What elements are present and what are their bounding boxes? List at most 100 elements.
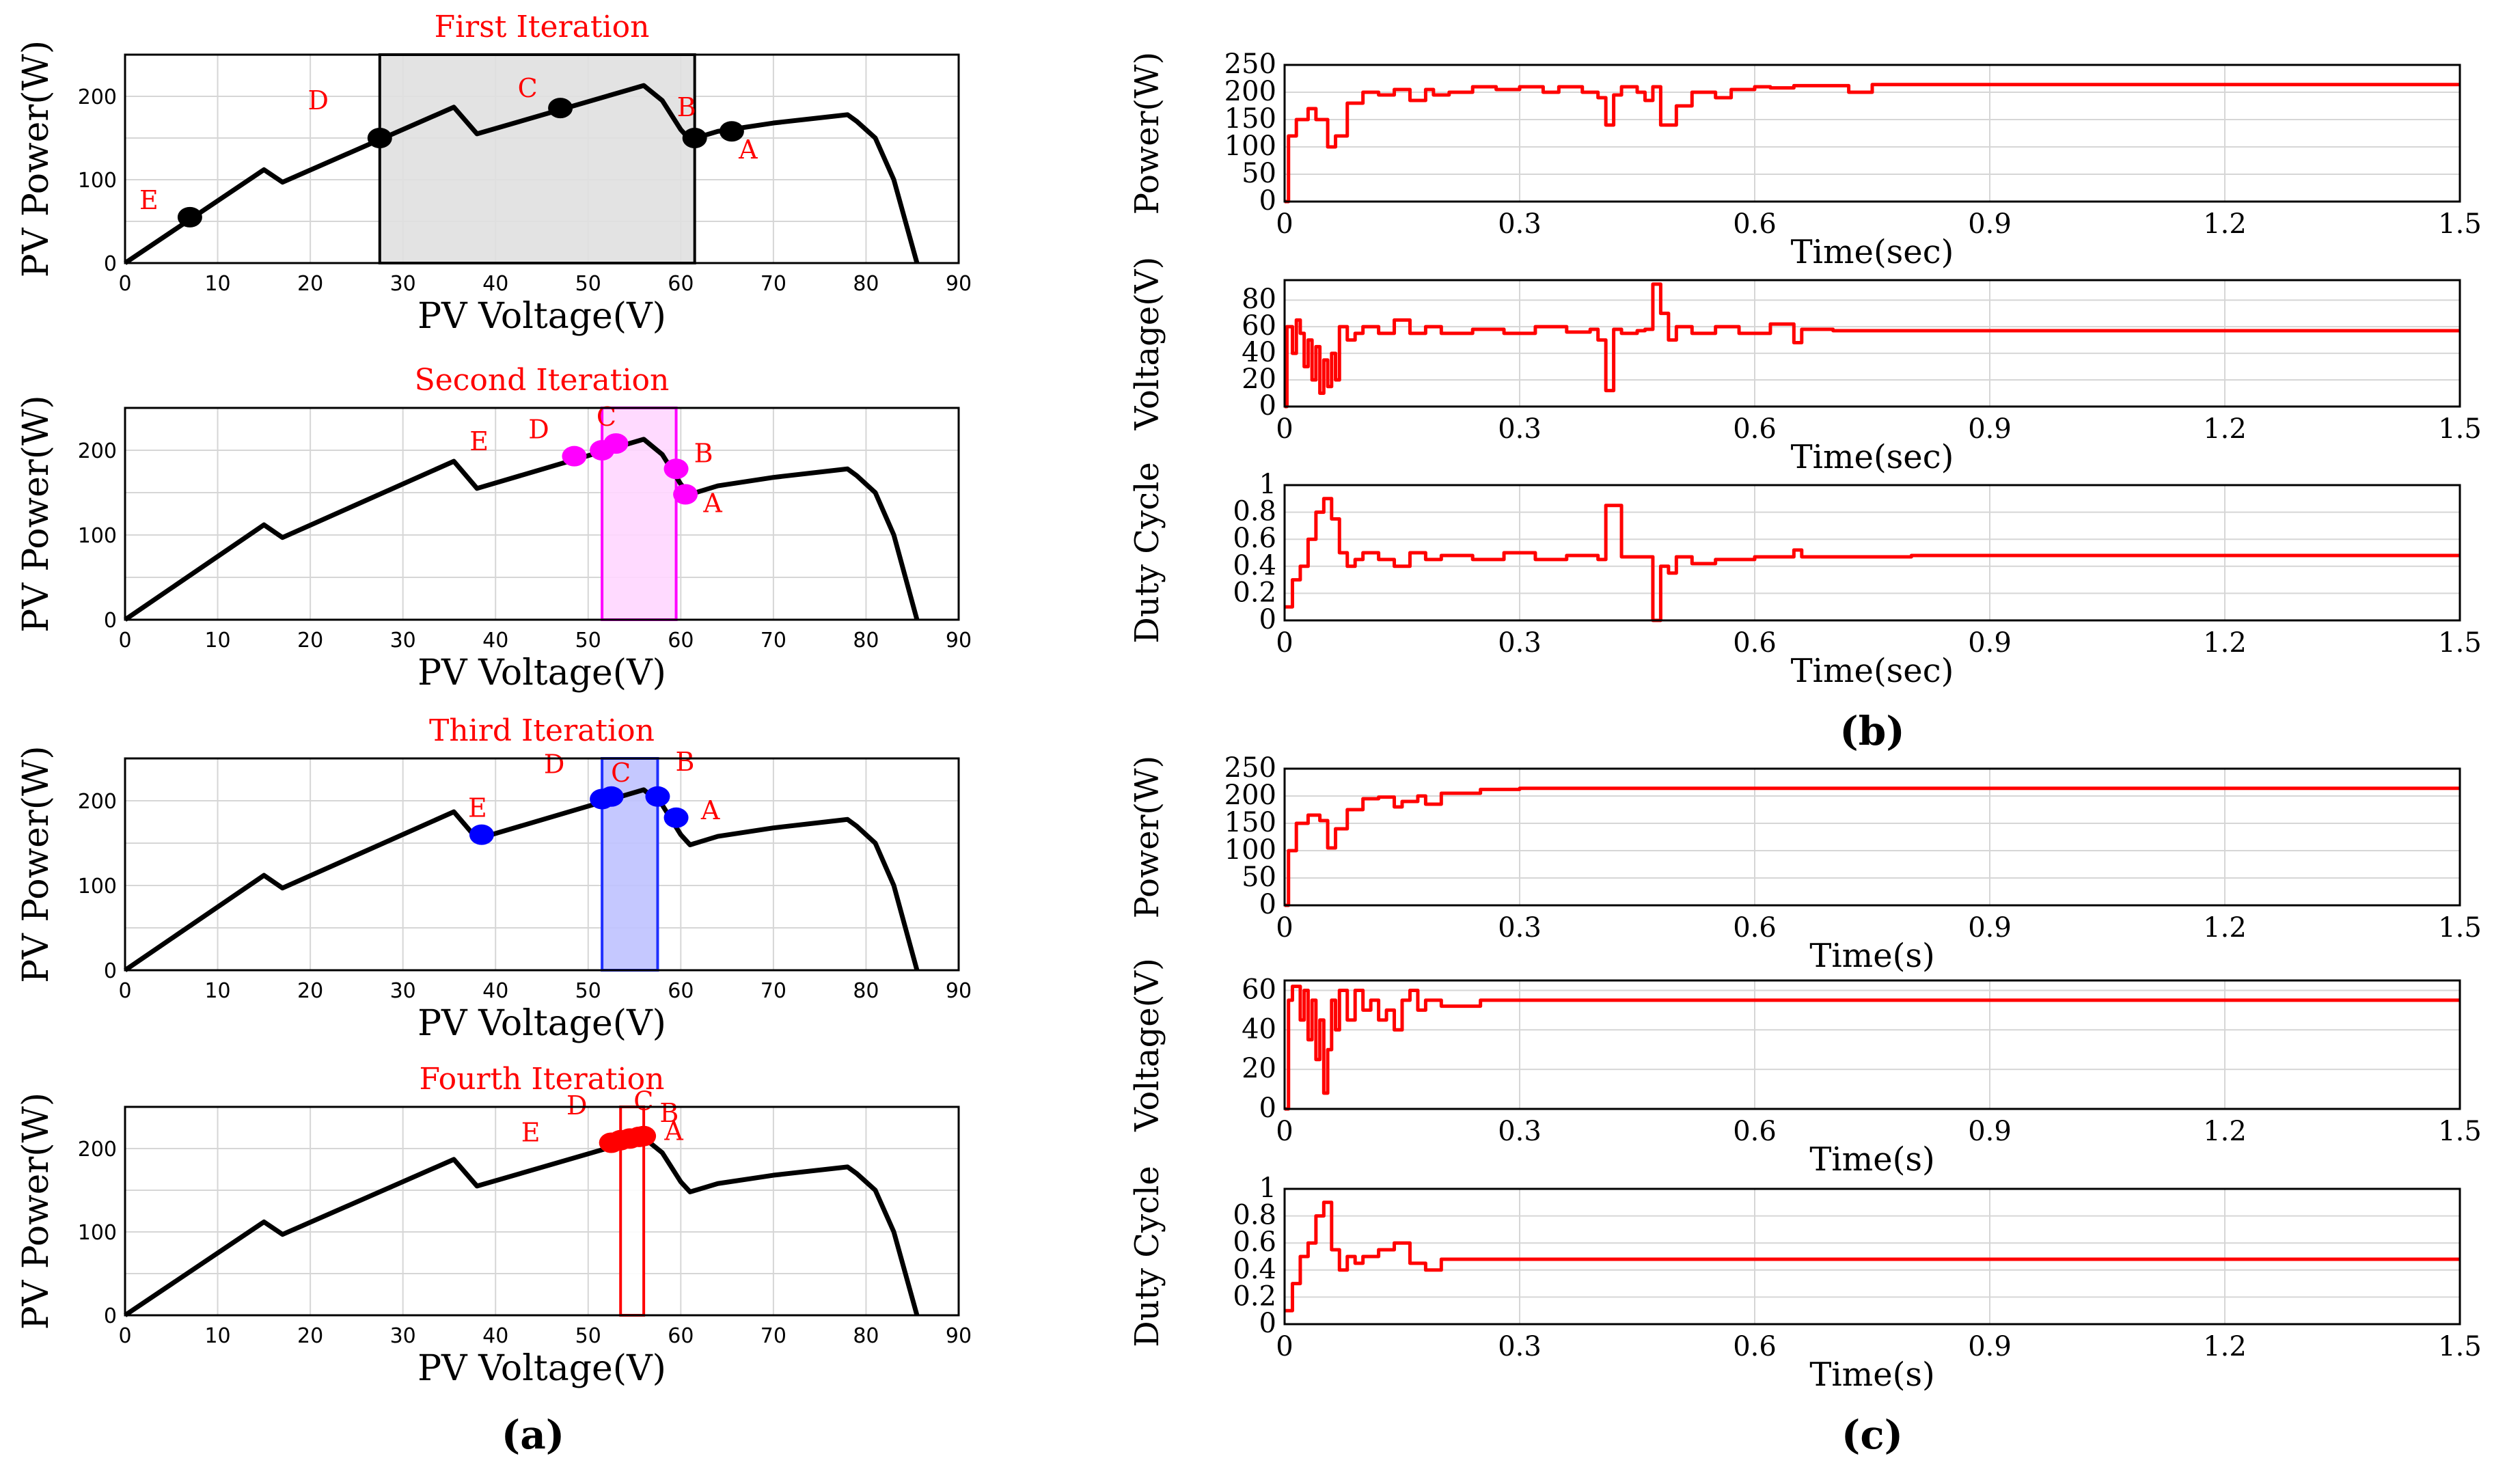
x-tick-label: 0.9: [1968, 1116, 2012, 1147]
y-axis-label: PV Power(W): [16, 1093, 57, 1330]
x-axis-label: PV Voltage(V): [417, 1348, 666, 1389]
x-tick-label: 0.9: [1968, 1331, 2012, 1362]
point-d: [562, 445, 587, 467]
x-tick-label: 70: [761, 272, 786, 296]
x-tick-label: 30: [390, 1324, 416, 1348]
x-tick-label: 0.3: [1498, 912, 1542, 944]
x-tick-label: 20: [297, 979, 323, 1003]
point-b: [645, 786, 670, 807]
axes-frame: [124, 757, 960, 972]
x-tick-label: 90: [946, 272, 972, 296]
x-tick-label: 40: [482, 629, 508, 653]
point-c: [548, 98, 573, 119]
point-label-a: A: [702, 488, 722, 518]
point-label-b: B: [675, 747, 694, 777]
x-tick-label: 90: [946, 979, 972, 1003]
y-tick-label: 100: [78, 169, 117, 193]
y-tick-label: 50: [1242, 158, 1276, 189]
x-axis-label: PV Voltage(V): [417, 1003, 666, 1044]
x-tick-label: 0.9: [1968, 208, 2012, 240]
point-label-d: D: [528, 415, 549, 445]
x-tick-label: 60: [668, 1324, 694, 1348]
chart-a1: A B C D E 0 10 20 30 40 50 60 70 80 90 0 100 200 PV Voltag…: [16, 10, 972, 337]
x-tick-label: 30: [390, 629, 416, 653]
x-axis-label: Time(s): [1809, 1140, 1934, 1179]
y-tick-label: 200: [78, 85, 117, 109]
chart-title: Fourth Iteration: [420, 1062, 665, 1097]
y-tick-label: 40: [1242, 1013, 1276, 1045]
point-label-d: D: [308, 85, 329, 115]
y-tick-label: 0.6: [1233, 523, 1276, 554]
y-axis-label: PV Power(W): [16, 745, 57, 983]
x-tick-label: 1.5: [2438, 912, 2482, 944]
y-tick-label: 60: [1242, 974, 1276, 1005]
y-tick-label: 200: [78, 1138, 117, 1162]
x-tick-label: 10: [204, 979, 230, 1003]
y-tick-label: 50: [1242, 862, 1276, 893]
y-tick-label: 100: [1224, 131, 1276, 162]
x-tick-label: 70: [761, 1324, 786, 1348]
x-tick-label: 20: [297, 629, 323, 653]
x-axis-label: Time(sec): [1791, 438, 1954, 476]
x-tick-label: 0.9: [1968, 413, 2012, 445]
x-tick-label: 30: [390, 979, 416, 1003]
point-label-b: B: [659, 1098, 679, 1128]
x-axis-label: PV Voltage(V): [417, 653, 666, 694]
x-tick-label: 80: [853, 1324, 879, 1348]
point-e: [599, 1132, 624, 1153]
x-tick-label: 40: [482, 272, 508, 296]
y-tick-label: 0: [1259, 390, 1276, 422]
x-tick-label: 50: [575, 629, 601, 653]
series-line-voltage: [1285, 985, 2460, 1111]
y-tick-label: 100: [78, 1221, 117, 1245]
y-tick-label: 0.2: [1233, 577, 1276, 608]
y-tick-label: 200: [78, 790, 117, 814]
y-axis-label: Power(W): [1128, 52, 1166, 215]
x-tick-label: 50: [575, 1324, 601, 1348]
y-tick-label: 60: [1242, 310, 1276, 342]
x-tick-label: 40: [482, 1324, 508, 1348]
y-tick-label: 200: [78, 439, 117, 463]
x-tick-label: 0.9: [1968, 627, 2012, 659]
x-tick-label: 0: [1276, 208, 1293, 240]
x-tick-label: 20: [297, 1324, 323, 1348]
x-tick-label: 10: [204, 272, 230, 296]
x-tick-label: 40: [482, 979, 508, 1003]
y-tick-label: 0.4: [1233, 550, 1276, 581]
point-b: [682, 128, 707, 148]
point-e: [590, 440, 615, 461]
y-tick-label: 0.8: [1233, 1200, 1276, 1231]
y-axis-label: PV Power(W): [16, 395, 57, 632]
x-tick-label: 1.5: [2438, 627, 2482, 659]
y-tick-label: 0.6: [1233, 1226, 1276, 1258]
x-tick-label: 0: [1276, 413, 1293, 445]
y-tick-label: 0: [104, 959, 117, 983]
point-label-d: D: [566, 1090, 587, 1121]
point-a: [673, 484, 698, 505]
y-tick-label: 20: [1242, 363, 1276, 395]
x-tick-label: 0: [1276, 912, 1293, 944]
y-tick-label: 1: [1259, 1172, 1276, 1204]
x-tick-label: 10: [204, 1324, 230, 1348]
axes-frame: [124, 53, 960, 264]
point-a: [719, 121, 744, 142]
x-tick-label: 90: [946, 629, 972, 653]
x-tick-label: 20: [297, 272, 323, 296]
point-label-a: A: [738, 135, 758, 165]
point-label-a: A: [663, 1116, 683, 1147]
point-label-b: B: [694, 438, 713, 468]
point-label-e: E: [139, 185, 159, 215]
y-tick-label: 0: [1259, 889, 1276, 920]
axes-frame: [1283, 767, 2461, 907]
x-tick-label: 0.3: [1498, 208, 1542, 240]
pv-curve: [124, 437, 920, 622]
x-tick-label: 0.6: [1733, 208, 1777, 240]
y-tick-label: 150: [1224, 103, 1276, 135]
chart-title: Second Iteration: [415, 363, 670, 398]
x-tick-label: 0.9: [1968, 912, 2012, 944]
x-tick-label: 70: [761, 629, 786, 653]
